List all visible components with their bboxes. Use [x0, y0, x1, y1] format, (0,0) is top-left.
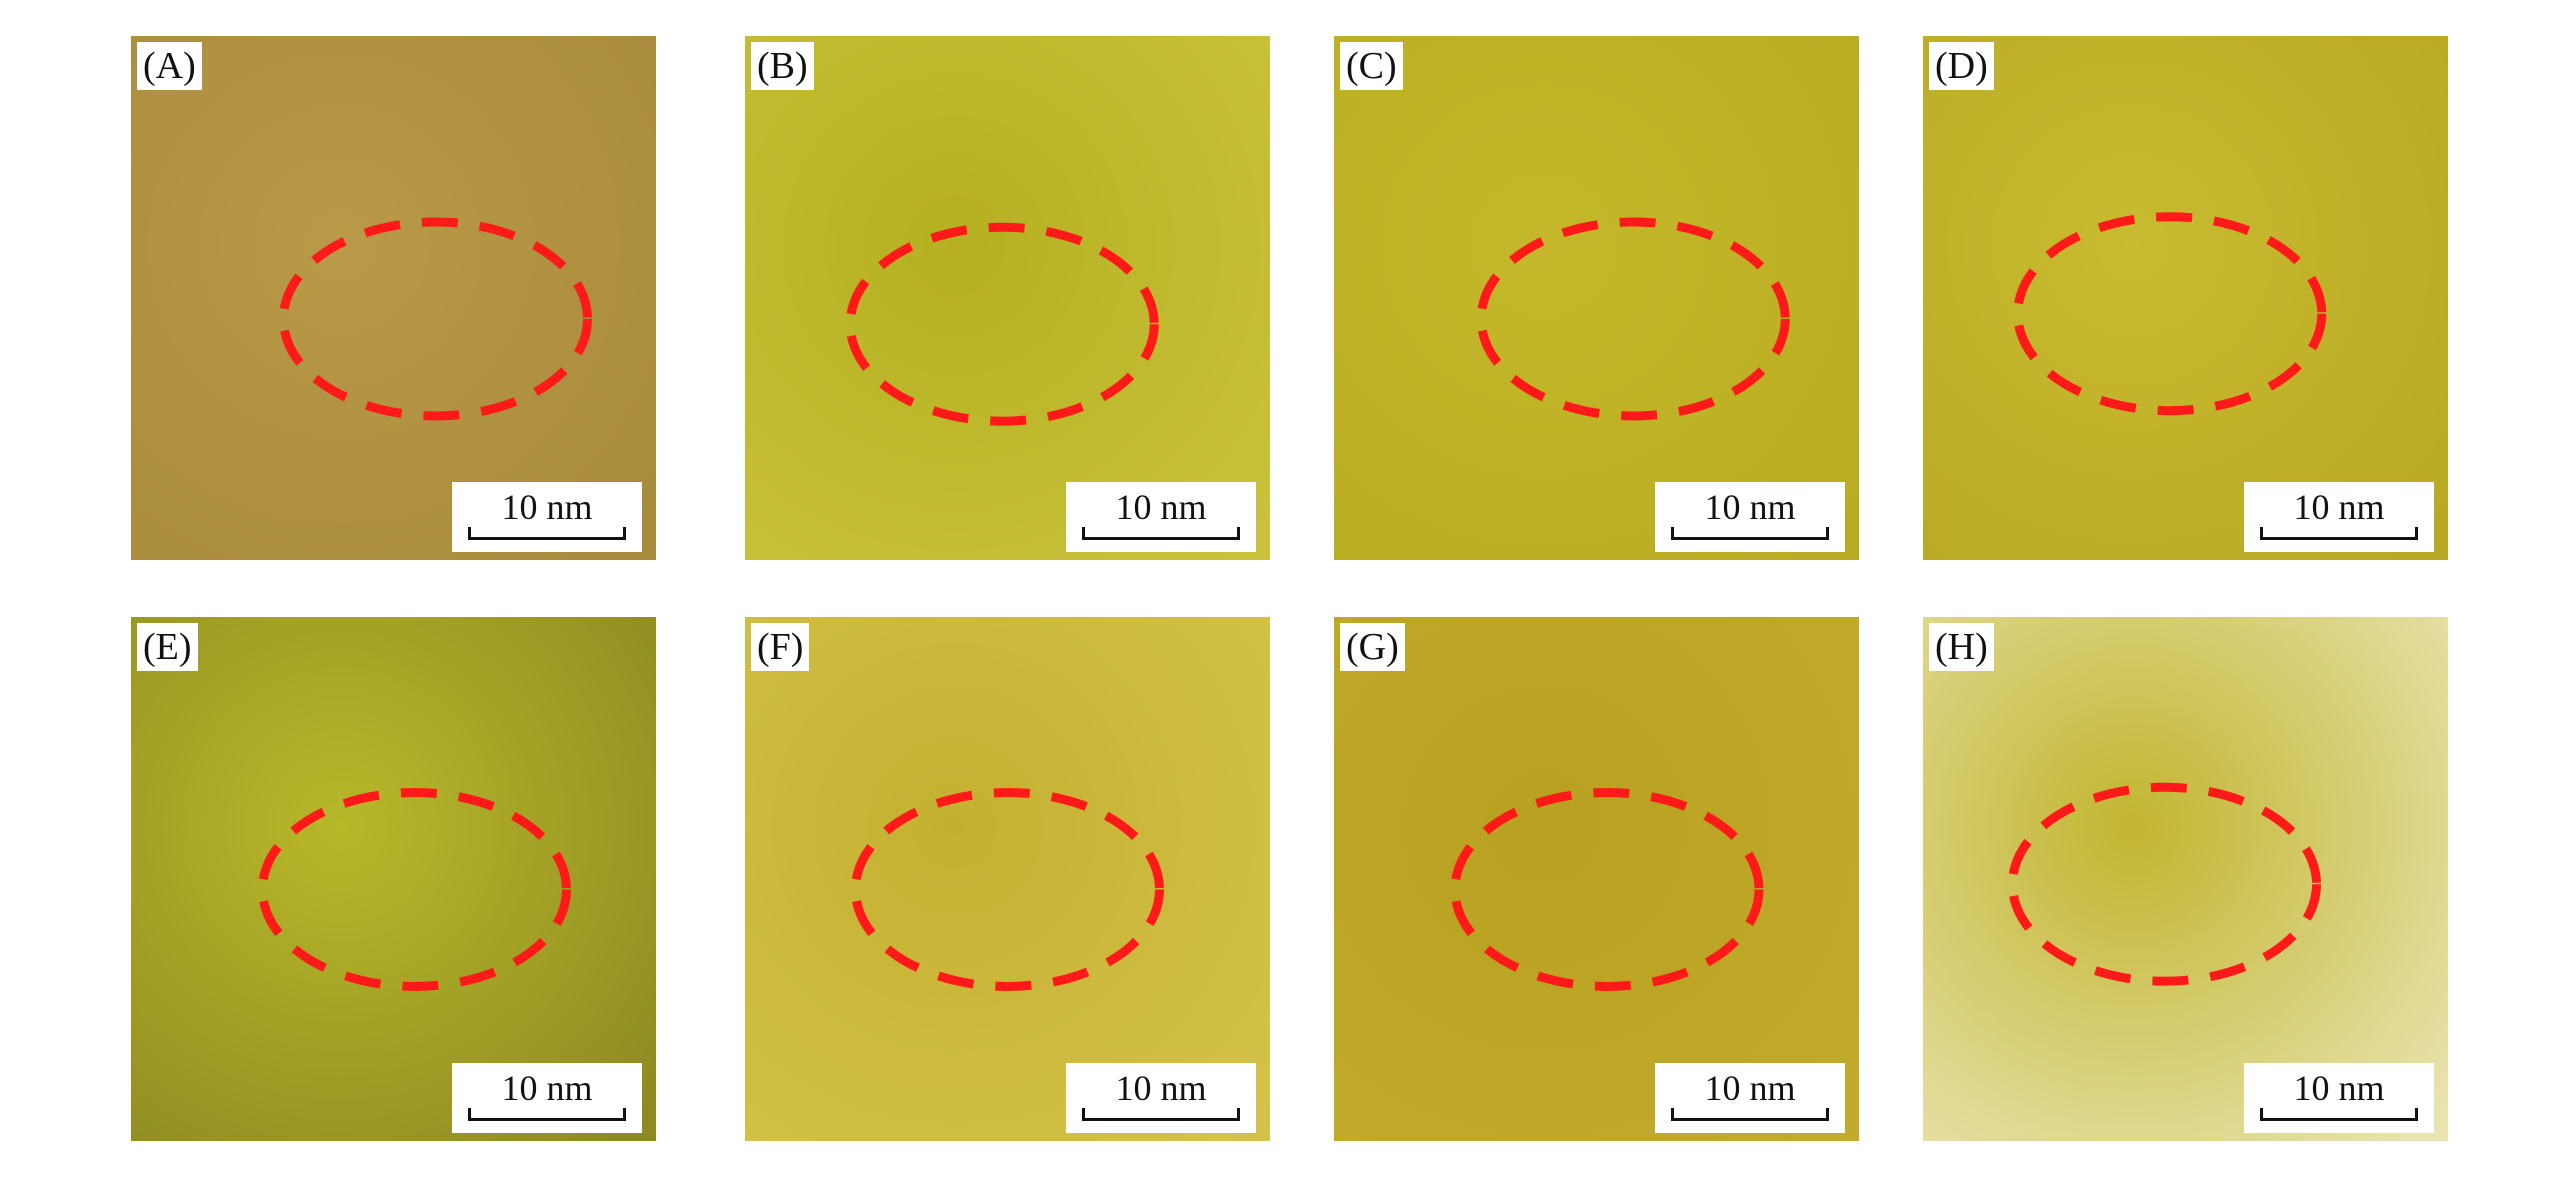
- scale-bar: 10 nm: [2244, 482, 2434, 552]
- photo-panel-a: (A) 10 nm: [131, 36, 656, 560]
- scale-bar: 10 nm: [452, 1063, 642, 1133]
- panel-label: (E): [137, 623, 198, 671]
- scale-bar: 10 nm: [1655, 482, 1845, 552]
- scale-bar-line: [1082, 1108, 1240, 1121]
- scale-bar-text: 10 nm: [1115, 487, 1207, 527]
- scale-bar-text: 10 nm: [1704, 1068, 1796, 1108]
- panel-label: (D): [1929, 42, 1994, 90]
- panel-label: (C): [1340, 42, 1403, 90]
- sample-photo: [131, 36, 656, 560]
- dashed-ellipse-annotation: [2008, 782, 2321, 986]
- scale-bar: 10 nm: [1066, 1063, 1256, 1133]
- photo-panel-c: (C) 10 nm: [1334, 36, 1859, 560]
- sample-photo: [1334, 617, 1859, 1141]
- photo-panel-d: (D) 10 nm: [1923, 36, 2448, 560]
- photo-panel-b: (B) 10 nm: [745, 36, 1270, 560]
- scale-bar-text: 10 nm: [501, 487, 593, 527]
- scale-bar-text: 10 nm: [1704, 487, 1796, 527]
- sample-photo: [745, 617, 1270, 1141]
- panel-label: (G): [1340, 623, 1405, 671]
- scale-bar-text: 10 nm: [501, 1068, 593, 1108]
- dashed-ellipse-annotation: [845, 222, 1159, 426]
- scale-bar-line: [1671, 527, 1829, 540]
- scale-bar-text: 10 nm: [1115, 1068, 1207, 1108]
- sample-photo: [1923, 36, 2448, 560]
- scale-bar-line: [1671, 1108, 1829, 1121]
- dashed-ellipse-annotation: [279, 217, 592, 421]
- scale-bar-line: [2260, 1108, 2418, 1121]
- panel-label: (H): [1929, 623, 1994, 671]
- scale-bar-text: 10 nm: [2293, 487, 2385, 527]
- dashed-ellipse-annotation: [2013, 212, 2327, 416]
- panel-label: (F): [751, 623, 810, 671]
- panel-label: (A): [137, 42, 202, 90]
- scale-bar: 10 nm: [452, 482, 642, 552]
- dashed-ellipse-annotation: [1476, 217, 1790, 421]
- photo-panel-g: (G) 10 nm: [1334, 617, 1859, 1141]
- photo-panel-h: (H) 10 nm: [1923, 617, 2448, 1141]
- photo-panel-e: (E) 10 nm: [131, 617, 656, 1141]
- scale-bar-line: [468, 527, 626, 540]
- sample-photo: [1334, 36, 1859, 560]
- scale-bar: 10 nm: [1655, 1063, 1845, 1133]
- sample-photo: [745, 36, 1270, 560]
- scale-bar: 10 nm: [1066, 482, 1256, 552]
- scale-bar-text: 10 nm: [2293, 1068, 2385, 1108]
- scale-bar-line: [2260, 527, 2418, 540]
- scale-bar: 10 nm: [2244, 1063, 2434, 1133]
- sample-photo: [1923, 617, 2448, 1141]
- sample-photo: [131, 617, 656, 1141]
- scale-bar-line: [1082, 527, 1240, 540]
- panel-label: (B): [751, 42, 814, 90]
- photo-panel-f: (F) 10 nm: [745, 617, 1270, 1141]
- scale-bar-line: [468, 1108, 626, 1121]
